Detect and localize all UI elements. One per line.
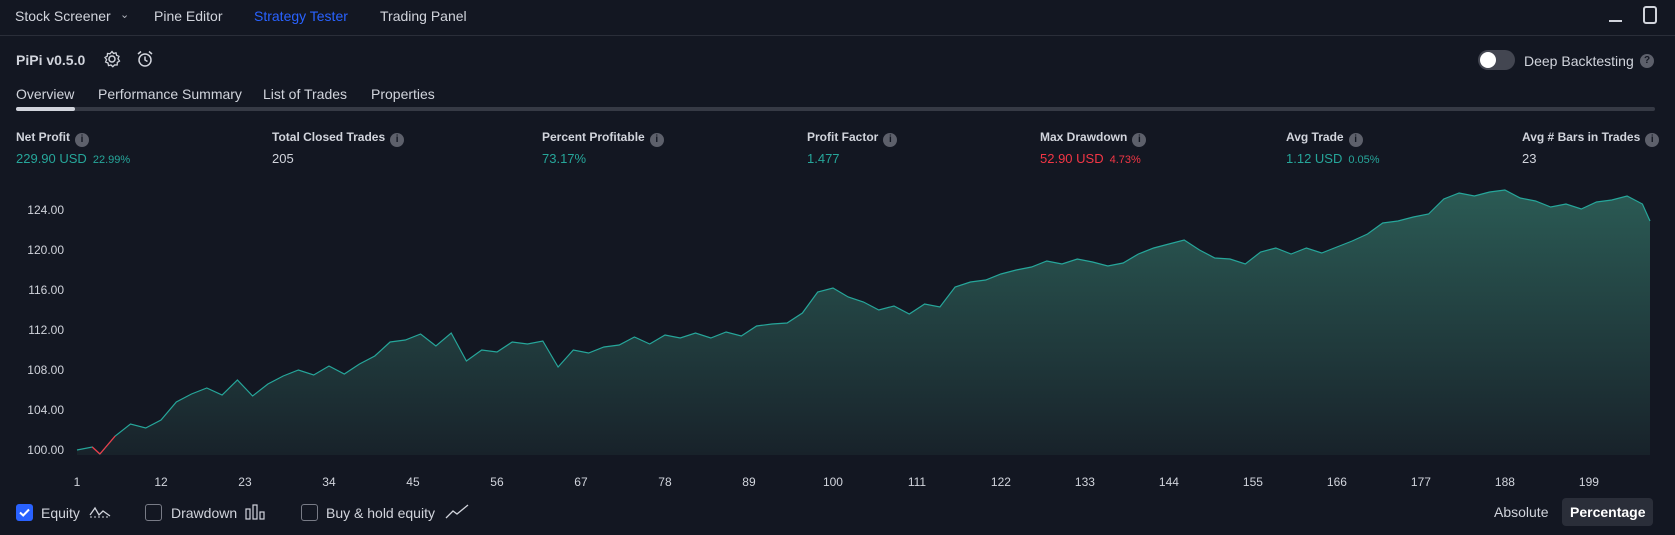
metric-value: 229.90 USD	[16, 151, 87, 166]
minimize-panel-icon[interactable]	[1609, 20, 1622, 22]
deep-backtesting-toggle[interactable]	[1478, 50, 1515, 70]
metric-percent: 22.99%	[92, 154, 131, 166]
drawdown-label[interactable]: Drawdown	[171, 505, 238, 521]
tab-performance-summary[interactable]: Performance Summary	[98, 86, 242, 102]
x-tick-label: 122	[991, 475, 1011, 489]
help-icon[interactable]: i	[1645, 133, 1660, 147]
metric-label: Total Closed Trades	[272, 130, 386, 144]
x-tick-label: 23	[238, 475, 252, 489]
metric-net-profit: Net Profit i 229.90 USD 22.99%	[16, 130, 130, 166]
x-tick-label: 34	[322, 475, 336, 489]
equity-line-icon	[89, 506, 111, 518]
x-tick-label: 56	[490, 475, 504, 489]
metric-label: Percent Profitable	[542, 130, 645, 144]
equity-line-negative-segment	[91, 446, 101, 455]
x-tick-label: 111	[908, 475, 927, 489]
x-tick-label: 177	[1411, 475, 1431, 489]
help-icon[interactable]: ?	[1640, 54, 1654, 68]
bottom-panel-tabbar: Stock Screener ⌄ Pine Editor Strategy Te…	[0, 0, 1675, 36]
x-tick-label: 133	[1075, 475, 1095, 489]
x-tick-label: 199	[1579, 475, 1599, 489]
tab-trading-panel[interactable]: Trading Panel	[380, 8, 467, 24]
y-tick-label: 108.00	[27, 363, 64, 377]
equity-checkbox[interactable]	[16, 504, 33, 521]
help-icon[interactable]: i	[883, 133, 898, 147]
x-tick-label: 12	[154, 475, 168, 489]
active-subtab-indicator	[16, 107, 75, 111]
metric-label: Profit Factor	[807, 130, 879, 144]
x-tick-label: 100	[823, 475, 843, 489]
x-tick-label: 188	[1495, 475, 1515, 489]
metric-avg-bars-in-trades: Avg # Bars in Trades i 23	[1522, 130, 1660, 166]
metric-value: 1.12 USD	[1286, 151, 1343, 166]
x-tick-label: 89	[742, 475, 756, 489]
settings-gear-icon[interactable]	[103, 50, 121, 68]
toggle-knob	[1480, 52, 1496, 68]
metric-profit-factor: Profit Factor i 1.477	[807, 130, 898, 166]
y-tick-label: 100.00	[27, 443, 64, 457]
metric-label: Net Profit	[16, 130, 70, 144]
metric-percent-profitable: Percent Profitable i 73.17%	[542, 130, 664, 166]
buy-hold-equity-label[interactable]: Buy & hold equity	[326, 505, 435, 521]
buy-hold-equity-checkbox[interactable]	[301, 504, 318, 521]
metric-value: 52.90 USD	[1040, 151, 1104, 166]
help-icon[interactable]: i	[390, 133, 405, 147]
metric-max-drawdown: Max Drawdown i 52.90 USD 4.73%	[1040, 130, 1147, 166]
metric-value: 205	[272, 151, 294, 166]
tab-list-of-trades[interactable]: List of Trades	[263, 86, 348, 102]
trend-line-icon	[445, 504, 469, 519]
metric-value: 23	[1522, 151, 1537, 166]
y-tick-label: 112.00	[28, 323, 64, 337]
check-icon	[19, 508, 30, 517]
x-tick-label: 67	[574, 475, 588, 489]
help-icon[interactable]: i	[1132, 133, 1147, 147]
metric-label: Avg Trade	[1286, 130, 1344, 144]
tab-overview[interactable]: Overview	[16, 86, 75, 102]
alarm-clock-icon[interactable]	[136, 50, 154, 68]
equity-chart[interactable]: 100.00 104.00 108.00 112.00 116.00 120.00 124.…	[0, 180, 1675, 495]
drawdown-checkbox[interactable]	[145, 504, 162, 521]
x-tick-label: 166	[1327, 475, 1347, 489]
bar-chart-icon	[245, 504, 265, 520]
y-tick-label: 120.00	[27, 243, 64, 257]
tab-pine-editor[interactable]: Pine Editor	[154, 8, 223, 24]
chevron-down-icon[interactable]: ⌄	[120, 9, 130, 21]
tab-stock-screener[interactable]: Stock Screener	[15, 8, 111, 24]
subtab-track	[16, 107, 1655, 111]
deep-backtesting-label: Deep Backtesting	[1524, 53, 1634, 69]
percentage-mode-button[interactable]: Percentage	[1562, 498, 1654, 526]
y-tick-label: 116.00	[28, 283, 64, 297]
equity-line	[76, 189, 1651, 455]
y-tick-label: 104.00	[27, 403, 64, 417]
metric-label: Max Drawdown	[1040, 130, 1128, 144]
equity-chart-svg[interactable]: 100.00 104.00 108.00 112.00 116.00 120.00 124.…	[0, 180, 1675, 495]
metric-label: Avg # Bars in Trades	[1522, 130, 1641, 144]
x-tick-label: 45	[406, 475, 420, 489]
y-tick-label: 124.00	[27, 203, 64, 217]
metric-value: 1.477	[807, 151, 840, 166]
help-icon[interactable]: i	[1348, 133, 1363, 147]
x-tick-label: 1	[74, 475, 81, 489]
tab-strategy-tester[interactable]: Strategy Tester	[254, 8, 348, 24]
tab-properties[interactable]: Properties	[371, 86, 435, 102]
metric-value: 73.17%	[542, 151, 587, 166]
equity-label[interactable]: Equity	[41, 505, 80, 521]
x-tick-label: 78	[658, 475, 672, 489]
help-icon[interactable]: i	[649, 133, 664, 147]
x-tick-label: 155	[1243, 475, 1263, 489]
x-tick-label: 144	[1159, 475, 1179, 489]
equity-area	[77, 190, 1650, 455]
maximize-panel-icon[interactable]	[1643, 6, 1657, 24]
metric-total-closed-trades: Total Closed Trades i 205	[272, 130, 405, 166]
absolute-mode-button[interactable]: Absolute	[1494, 504, 1549, 520]
strategy-name: PiPi v0.5.0	[16, 52, 86, 68]
metric-percent: 4.73%	[1109, 154, 1141, 166]
metric-percent: 0.05%	[1348, 154, 1380, 166]
help-icon[interactable]: i	[75, 133, 89, 147]
metric-avg-trade: Avg Trade i 1.12 USD 0.05%	[1286, 130, 1380, 166]
equity-line-negative-segment	[99, 435, 116, 455]
